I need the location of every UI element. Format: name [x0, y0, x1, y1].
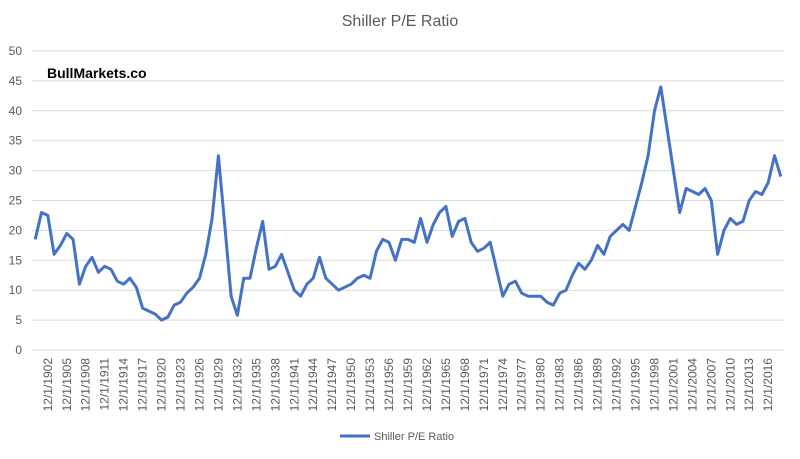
x-tick-label: 12/1/1941	[287, 358, 301, 412]
x-tick-label: 12/1/1935	[249, 358, 263, 412]
x-tick-label: 12/1/1953	[363, 358, 377, 412]
x-tick-label: 12/1/1932	[230, 358, 244, 412]
y-tick-label: 25	[9, 194, 23, 208]
x-tick-label: 12/1/1950	[344, 358, 358, 412]
x-tick-label: 12/1/1962	[420, 358, 434, 412]
y-tick-label: 45	[9, 74, 23, 88]
x-tick-label: 12/1/1965	[439, 358, 453, 412]
x-tick-label: 12/1/1956	[382, 358, 396, 412]
x-tick-label: 12/1/2016	[761, 358, 775, 412]
x-tick-label: 12/1/1947	[325, 358, 339, 412]
x-tick-label: 12/1/1995	[628, 358, 642, 412]
y-tick-label: 5	[15, 313, 22, 327]
x-tick-label: 12/1/1974	[496, 358, 510, 412]
x-tick-label: 12/1/1908	[79, 358, 93, 412]
x-tick-label: 12/1/1986	[572, 358, 586, 412]
x-tick-label: 12/1/2004	[685, 358, 699, 412]
x-tick-label: 12/1/1902	[41, 358, 55, 412]
y-tick-label: 0	[15, 343, 22, 357]
x-tick-label: 12/1/1911	[98, 358, 112, 411]
y-tick-label: 40	[9, 104, 23, 118]
x-tick-label: 12/1/1968	[458, 358, 472, 412]
x-tick-label: 12/1/1926	[192, 358, 206, 412]
x-tick-label: 12/1/1989	[591, 358, 605, 412]
x-tick-label: 12/1/1920	[155, 358, 169, 412]
x-tick-label: 12/1/1905	[60, 358, 74, 412]
x-tick-label: 12/1/2013	[742, 358, 756, 412]
y-tick-label: 50	[9, 44, 23, 58]
x-tick-label: 12/1/1992	[610, 358, 624, 412]
y-tick-label: 30	[9, 164, 23, 178]
y-tick-label: 10	[9, 283, 23, 297]
y-tick-label: 20	[9, 223, 23, 237]
x-tick-label: 12/1/1980	[534, 358, 548, 412]
x-tick-label: 12/1/1944	[306, 358, 320, 412]
x-tick-label: 12/1/1959	[401, 358, 415, 412]
y-tick-label: 15	[9, 253, 23, 267]
x-tick-label: 12/1/2010	[723, 358, 737, 412]
x-tick-label: 12/1/1977	[515, 358, 529, 412]
watermark: BullMarkets.co	[47, 65, 147, 81]
legend-label: Shiller P/E Ratio	[374, 431, 454, 443]
y-tick-label: 35	[9, 134, 23, 148]
x-tick-label: 12/1/1983	[553, 358, 567, 412]
x-tick-label: 12/1/1998	[647, 358, 661, 412]
x-tick-label: 12/1/1971	[477, 358, 491, 412]
x-tick-label: 12/1/1917	[136, 358, 150, 412]
x-tick-label: 12/1/1914	[117, 358, 131, 412]
line-series	[33, 85, 783, 322]
x-tick-label: 12/1/1923	[174, 358, 188, 412]
x-tick-label: 12/1/2001	[666, 358, 680, 412]
x-tick-label: 12/1/1938	[268, 358, 282, 412]
chart-title: Shiller P/E Ratio	[342, 13, 459, 30]
x-tick-label: 12/1/1929	[211, 358, 225, 412]
x-tick-label: 12/1/2007	[704, 358, 718, 412]
